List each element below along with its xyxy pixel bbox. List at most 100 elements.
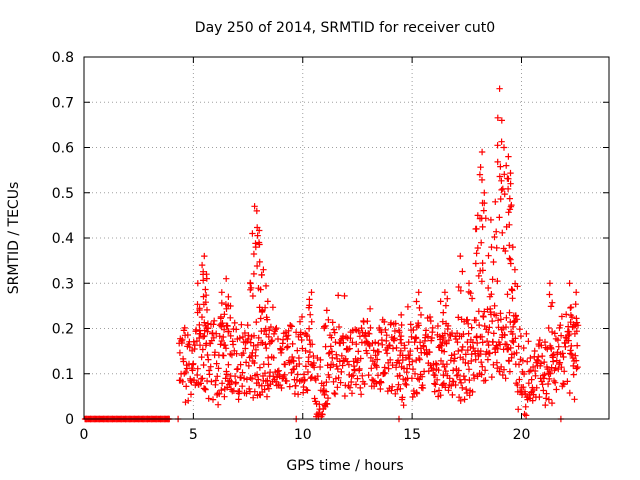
data-point: [439, 332, 446, 339]
data-point: [411, 370, 419, 377]
data-point: [473, 250, 480, 257]
data-point: [339, 362, 346, 369]
data-point: [253, 318, 260, 326]
data-point: [465, 366, 473, 373]
data-point: [416, 339, 424, 346]
data-point: [432, 381, 439, 388]
data-point: [481, 367, 489, 374]
data-point: [341, 392, 349, 400]
data-point: [407, 321, 414, 328]
data-point: [513, 316, 521, 323]
data-point: [361, 380, 368, 388]
data-point: [233, 350, 240, 357]
x-axis-ticks: 0 5 10 15 20: [80, 57, 530, 443]
data-point: [258, 308, 266, 316]
data-point: [507, 344, 514, 352]
data-point: [266, 340, 273, 347]
data-point: [451, 355, 458, 362]
data-point: [506, 309, 513, 316]
data-point: [439, 318, 446, 325]
data-point: [398, 311, 405, 319]
data-point: [311, 364, 318, 371]
data-point: [544, 380, 552, 388]
data-point: [365, 371, 372, 379]
data-point: [478, 148, 486, 156]
data-point: [566, 280, 573, 287]
data-point: [538, 342, 545, 349]
data-point: [509, 243, 516, 251]
data-point: [326, 374, 333, 381]
data-point: [335, 292, 342, 299]
data-point: [464, 338, 471, 346]
data-point: [472, 225, 479, 233]
data-point: [567, 304, 575, 311]
data-point: [328, 334, 335, 341]
data-point: [199, 346, 206, 353]
data-point: [231, 319, 238, 327]
data-point: [266, 327, 273, 334]
data-point: [441, 338, 449, 346]
data-point: [557, 322, 564, 329]
data-point: [496, 368, 503, 375]
data-point: [321, 323, 328, 330]
data-point: [556, 359, 564, 366]
data-point: [374, 372, 382, 379]
data-point: [514, 283, 521, 290]
data-point: [397, 385, 404, 392]
data-point: [528, 376, 535, 383]
data-point: [449, 391, 456, 399]
data-point: [340, 339, 347, 346]
data-point: [571, 396, 578, 403]
data-point: [498, 363, 505, 370]
x-tick-label: 0: [80, 427, 89, 443]
data-point: [504, 185, 512, 193]
data-point: [229, 341, 237, 348]
data-point: [220, 352, 227, 359]
data-point: [498, 186, 505, 194]
y-tick-label: 0.4: [52, 231, 74, 247]
data-point: [461, 396, 468, 403]
data-point: [475, 308, 482, 315]
data-point: [509, 295, 516, 302]
data-point: [441, 289, 449, 296]
data-point: [520, 384, 527, 391]
data-point: [472, 317, 480, 324]
data-point: [366, 305, 374, 312]
data-point: [442, 302, 450, 309]
data-point: [568, 313, 576, 321]
data-point: [392, 390, 399, 397]
data-point: [537, 360, 545, 367]
data-point: [493, 244, 500, 252]
data-point: [479, 363, 486, 370]
data-point: [458, 346, 466, 354]
data-point: [242, 345, 249, 352]
data-point: [359, 372, 366, 379]
data-point: [202, 322, 209, 330]
data-point: [267, 323, 275, 331]
data-point: [494, 142, 501, 149]
data-point: [553, 386, 560, 393]
data-point: [505, 153, 512, 160]
data-point: [511, 266, 519, 273]
data-point: [529, 397, 536, 404]
data-point: [253, 207, 260, 215]
data-point: [547, 370, 554, 377]
data-point: [322, 343, 329, 350]
data-point: [457, 397, 464, 404]
data-point: [194, 365, 201, 372]
data-point: [213, 330, 220, 337]
data-point: [403, 381, 410, 389]
data-point: [399, 394, 406, 401]
data-point: [509, 287, 516, 294]
data-point: [209, 329, 216, 337]
data-point: [239, 333, 247, 341]
data-point: [467, 343, 474, 351]
data-point: [350, 372, 357, 379]
data-point: [437, 392, 444, 399]
data-point: [500, 324, 507, 332]
data-point: [541, 338, 549, 346]
data-point: [183, 383, 190, 390]
data-point: [176, 349, 184, 356]
data-point: [444, 322, 452, 330]
data-point: [546, 291, 553, 298]
